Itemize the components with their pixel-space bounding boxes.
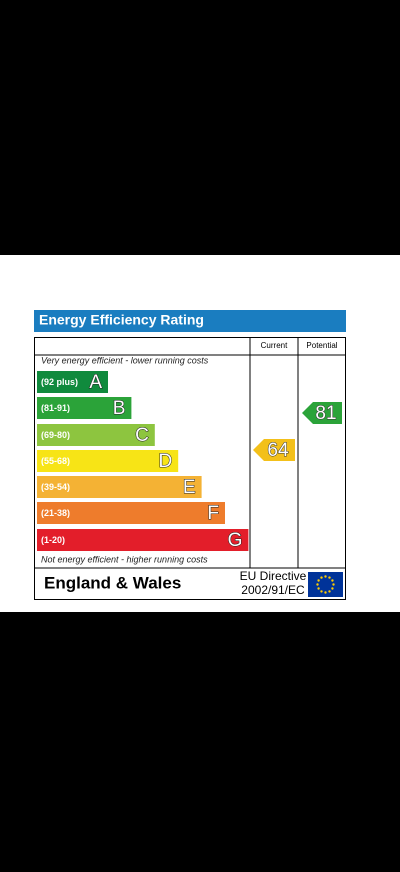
band	[37, 397, 132, 419]
potential-arrow	[302, 402, 342, 424]
band-range: (21-38)	[41, 508, 70, 518]
directive: 2002/91/EC	[241, 583, 305, 597]
star	[324, 591, 327, 594]
star	[332, 583, 335, 586]
star	[324, 575, 327, 578]
star	[317, 587, 320, 590]
star	[320, 576, 323, 579]
band-letter: G	[228, 530, 243, 551]
band	[37, 371, 108, 393]
band	[37, 502, 225, 524]
band-range: (81-91)	[41, 403, 70, 413]
star	[331, 579, 334, 582]
band	[37, 424, 155, 446]
star	[320, 590, 323, 593]
title-bar	[34, 310, 346, 332]
band-range: (69-80)	[41, 430, 70, 440]
band-letter: D	[158, 451, 172, 472]
current-arrow	[253, 439, 295, 461]
eu-stars	[316, 575, 335, 594]
star	[328, 576, 331, 579]
band	[37, 529, 249, 551]
band-letter: C	[135, 425, 149, 446]
star	[316, 583, 319, 586]
directive: EU Directive	[240, 569, 307, 583]
band-letter: B	[113, 398, 126, 419]
band-letter: A	[89, 372, 102, 393]
note: Very energy efficient - lower running co…	[41, 355, 209, 365]
column-header: Potential	[306, 341, 337, 350]
potential-rating: 81	[315, 403, 336, 424]
band-letter: E	[183, 477, 196, 498]
bands: (92 plus) A (81-91) B (69-80) C (55-68) D (39-54…	[37, 371, 249, 552]
band-range: (39-54)	[41, 482, 70, 492]
current-rating: 64	[267, 440, 289, 461]
band-range: (55-68)	[41, 456, 70, 466]
band-range: (1-20)	[41, 535, 65, 545]
band	[37, 476, 202, 498]
band-letter: F	[207, 503, 219, 524]
star	[317, 579, 320, 582]
star	[328, 590, 331, 593]
band-range: (92 plus)	[41, 377, 78, 387]
star	[331, 587, 334, 590]
title: Energy Efficiency Rating	[39, 312, 204, 328]
note: Not energy efficient - higher running co…	[41, 554, 208, 564]
frame	[34, 337, 346, 600]
region: England & Wales	[44, 573, 181, 592]
band	[37, 450, 179, 472]
column-header: Current	[261, 341, 288, 350]
